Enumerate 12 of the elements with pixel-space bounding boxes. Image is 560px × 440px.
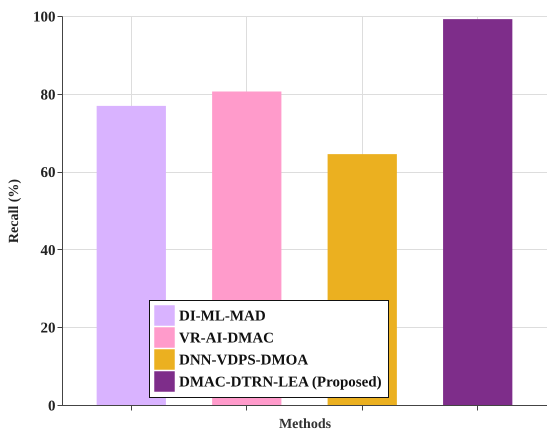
y-tick-label: 80 <box>40 87 56 104</box>
y-tick-label: 0 <box>48 398 56 414</box>
y-tick-label: 20 <box>40 320 56 337</box>
y-tick-label: 60 <box>40 165 56 182</box>
y-tick-label: 40 <box>40 242 56 259</box>
y-axis-title: Recall (%) <box>7 178 22 244</box>
y-tick-label: 100 <box>33 10 56 26</box>
legend-label: DNN-VDPS-DMOA <box>179 352 308 368</box>
legend-label: VR-AI-DMAC <box>179 330 274 346</box>
x-axis-title: Methods <box>278 417 332 432</box>
legend-label: DMAC-DTRN-LEA (Proposed) <box>179 374 382 390</box>
legend-label: DI-ML-MAD <box>179 308 266 324</box>
